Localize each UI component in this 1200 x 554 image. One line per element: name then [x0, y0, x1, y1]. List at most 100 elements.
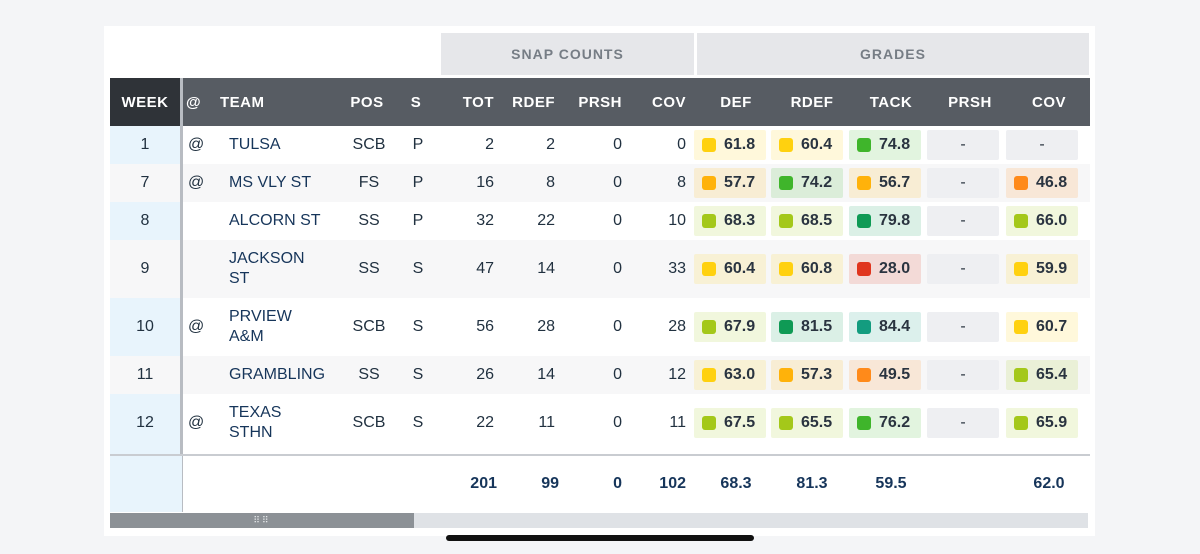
grade-color-icon: [702, 262, 716, 276]
grade-cell: 76.2: [849, 408, 921, 438]
col-rdef-header[interactable]: RDEF: [512, 93, 555, 111]
grade-cell: 46.8: [1006, 168, 1078, 198]
grade-cell: 68.5: [771, 206, 843, 236]
grade-cell: -: [927, 408, 999, 438]
team-name[interactable]: GRAMBLING: [229, 365, 325, 385]
status-cell: P: [412, 174, 424, 191]
total-rdef: 99: [541, 475, 559, 492]
team-name[interactable]: TULSA: [229, 135, 281, 155]
grade-value: 65.4: [1036, 366, 1068, 383]
col-prsh-header[interactable]: PRSH: [578, 93, 622, 111]
team-name-line: GRAMBLING: [229, 366, 326, 383]
table-row[interactable]: 11 GRAMBLING SS S 26 14 0 12 63.0 57.3 49.5-65.4: [110, 356, 1090, 394]
col-tot-header[interactable]: TOT: [462, 93, 494, 111]
col-tack-grade-header[interactable]: TACK: [869, 93, 913, 111]
team-name-line: JACKSON: [229, 250, 305, 267]
grade-cell: 57.3: [771, 360, 843, 390]
col-def-grade-header[interactable]: DEF: [720, 93, 752, 111]
week-header-bg: [110, 78, 182, 126]
rdef-cell: 8: [546, 174, 555, 191]
table-row[interactable]: 9 JACKSON ST SS S 47 14 0 33 60.4 60.8 28.0-59.9: [110, 240, 1090, 298]
grade-color-icon: [857, 368, 871, 382]
grade-cell: 28.0: [849, 254, 921, 284]
grade-cell: 74.8: [849, 130, 921, 160]
col-cov-grade-header[interactable]: COV: [1031, 93, 1066, 111]
grade-color-icon: [702, 214, 716, 228]
team-name[interactable]: ALCORN ST: [229, 211, 321, 231]
grade-cell: 65.9: [1006, 408, 1078, 438]
grade-value: 60.4: [801, 136, 833, 153]
total-rdef-grade: 81.3: [796, 475, 828, 492]
team-name-line: ST: [229, 270, 250, 287]
grade-value: 67.5: [724, 414, 756, 431]
col-rdef-grade-header[interactable]: RDEF: [790, 93, 834, 111]
col-pos-header[interactable]: POS: [350, 93, 384, 111]
grade-value: 59.9: [1036, 260, 1068, 277]
cov-cell: 0: [677, 136, 686, 153]
grade-cell: 60.8: [771, 254, 843, 284]
rdef-cell: 14: [537, 366, 555, 383]
grade-value: -: [960, 212, 966, 229]
grade-color-icon: [857, 262, 871, 276]
pos-cell: SCB: [352, 318, 386, 335]
scrollbar-thumb[interactable]: ⠿⠿: [110, 513, 414, 528]
table-row[interactable]: 12 @ TEXAS STHN SCB S 22 11 0 11 67.5 65.5 76.2 - 65.9: [110, 394, 1090, 452]
grade-value: 76.2: [879, 414, 911, 431]
team-cell: ALCORN ST: [229, 202, 329, 240]
table-row[interactable]: 7 @ MS VLY ST FS P 16 8 0 8 57.7 74.2 56.7 - 46.8: [110, 164, 1090, 202]
grade-value: 60.8: [801, 260, 833, 277]
col-prsh-grade-header[interactable]: PRSH: [948, 93, 992, 111]
col-team-header[interactable]: TEAM: [220, 93, 265, 111]
grade-color-icon: [702, 138, 716, 152]
team-name[interactable]: PRVIEW A&M: [229, 307, 292, 347]
grade-value: 60.7: [1036, 318, 1068, 335]
prsh-cell: 0: [613, 260, 622, 277]
team-name-line: TULSA: [229, 136, 281, 153]
team-name[interactable]: TEXAS STHN: [229, 403, 281, 443]
grade-cell: 60.7: [1006, 312, 1078, 342]
group-header-snap-counts: SNAP COUNTS: [441, 33, 694, 75]
team-name[interactable]: MS VLY ST: [229, 173, 311, 193]
grade-value: 84.4: [879, 318, 911, 335]
team-name[interactable]: JACKSON ST: [229, 249, 305, 289]
prsh-cell: 0: [613, 136, 622, 153]
grade-value: 65.5: [801, 414, 833, 431]
grade-color-icon: [779, 416, 793, 430]
column-header-bar: [110, 78, 1090, 126]
status-cell: S: [412, 260, 424, 277]
week-cell: 12: [136, 414, 154, 431]
away-marker: @: [188, 414, 205, 431]
grade-color-icon: [702, 320, 716, 334]
grade-value: 46.8: [1036, 174, 1068, 191]
col-s-header[interactable]: S: [410, 93, 422, 111]
pos-cell: SS: [358, 260, 380, 277]
col-cov-header[interactable]: COV: [651, 93, 686, 111]
grade-value: 28.0: [879, 260, 911, 277]
away-marker: @: [188, 318, 205, 335]
prsh-cell: 0: [613, 414, 622, 431]
grade-color-icon: [779, 368, 793, 382]
col-at-header[interactable]: @: [186, 93, 202, 111]
tot-cell: 22: [476, 414, 494, 431]
week-cell: 10: [136, 318, 154, 335]
rdef-cell: 2: [546, 136, 555, 153]
table-row[interactable]: 1 @ TULSA SCB P 2 2 0 0 61.8 60.4 74.8 - -: [110, 126, 1090, 164]
table-row[interactable]: 8 ALCORN ST SS P 32 22 0 10 68.3 68.5 79.8 - 66.0: [110, 202, 1090, 240]
grade-value: -: [960, 136, 966, 153]
total-prsh: 0: [613, 475, 622, 492]
grade-color-icon: [857, 176, 871, 190]
grade-cell: 60.4: [694, 254, 766, 284]
table-row[interactable]: 10 @ PRVIEW A&M SCB S 56 28 0 28 67.9 81.5 84.4 - 60.7: [110, 298, 1090, 356]
total-tot: 201: [470, 475, 497, 492]
grade-color-icon: [1014, 176, 1028, 190]
cov-cell: 8: [677, 174, 686, 191]
home-indicator: [446, 535, 754, 541]
week-cell: 1: [140, 136, 150, 153]
rdef-cell: 22: [537, 212, 555, 229]
grade-cell: 57.7: [694, 168, 766, 198]
grade-cell: 63.0: [694, 360, 766, 390]
team-name-line: A&M: [229, 328, 264, 345]
status-cell: P: [412, 136, 424, 153]
col-week-header[interactable]: WEEK: [121, 93, 169, 111]
grade-value: 60.4: [724, 260, 756, 277]
